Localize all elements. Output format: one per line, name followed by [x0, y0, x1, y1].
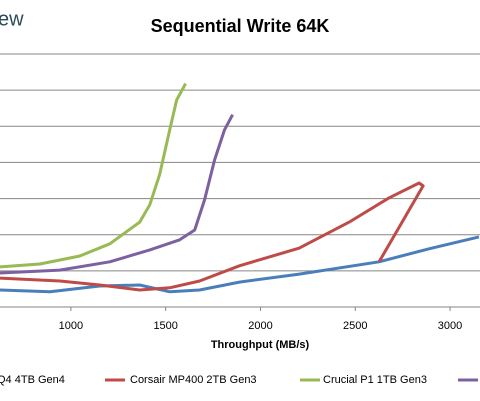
x-tick-label: 1500 — [153, 320, 177, 332]
x-tick-label: 1000 — [59, 320, 83, 332]
legend-label: Corsair MP400 2TB Gen3 — [130, 374, 257, 386]
x-tick-label: 3000 — [438, 320, 462, 332]
series-line — [0, 181, 425, 292]
legend-label: Q4 4TB Gen4 — [0, 374, 65, 386]
legend-label: Crucial P1 1TB Gen3 — [323, 374, 427, 386]
series-line — [0, 82, 187, 269]
series-line — [0, 235, 480, 294]
chart-title: Sequential Write 64K — [151, 16, 330, 36]
series-line — [0, 113, 234, 275]
x-axis-label: Throughput (MB/s) — [211, 339, 310, 351]
x-tick-label: 2500 — [343, 320, 367, 332]
x-tick-label: 2000 — [248, 320, 272, 332]
watermark: ew — [0, 8, 24, 30]
